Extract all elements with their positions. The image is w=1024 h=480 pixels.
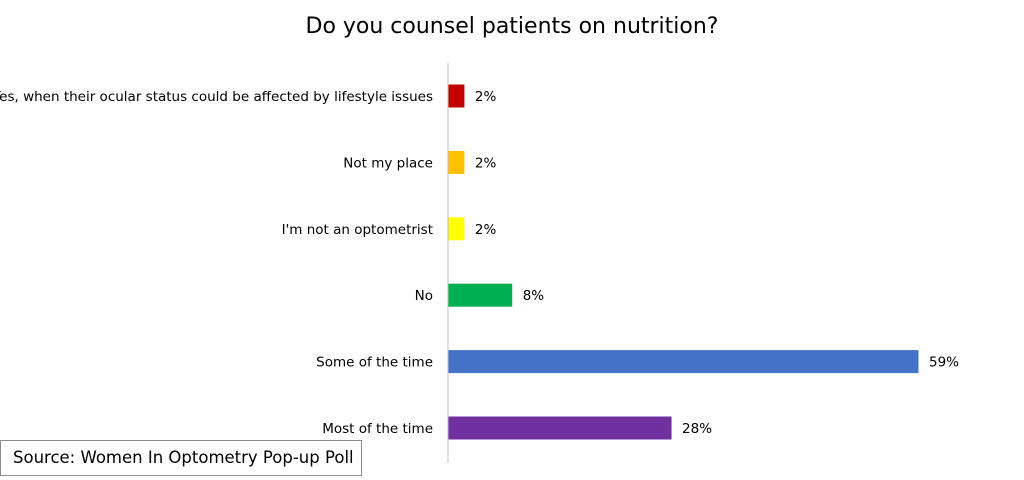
- bar-2: [448, 217, 465, 241]
- source-note: Source: Women In Optometry Pop-up Poll: [0, 440, 362, 476]
- value-label-5: 28%: [682, 421, 712, 437]
- bars-layer: [448, 84, 919, 440]
- value-label-1: 2%: [475, 155, 497, 171]
- category-label-3: No: [415, 288, 433, 304]
- value-label-0: 2%: [475, 89, 497, 105]
- bar-3: [448, 283, 513, 307]
- category-label-5: Most of the time: [322, 421, 433, 437]
- value-label-3: 8%: [523, 288, 545, 304]
- category-labels: Yes, when their ocular status could be a…: [0, 89, 433, 437]
- category-label-2: I'm not an optometrist: [282, 222, 433, 238]
- value-label-4: 59%: [929, 355, 959, 371]
- bar-4: [448, 350, 919, 374]
- category-label-0: Yes, when their ocular status could be a…: [0, 89, 433, 105]
- category-label-1: Not my place: [343, 155, 433, 171]
- chart-title: Do you counsel patients on nutrition?: [305, 14, 719, 39]
- value-labels: 2% 2% 2% 8% 59% 28%: [475, 89, 959, 437]
- bar-5: [448, 416, 672, 440]
- category-label-4: Some of the time: [316, 355, 433, 371]
- value-label-2: 2%: [475, 222, 497, 238]
- bar-0: [448, 84, 465, 108]
- bar-1: [448, 150, 465, 174]
